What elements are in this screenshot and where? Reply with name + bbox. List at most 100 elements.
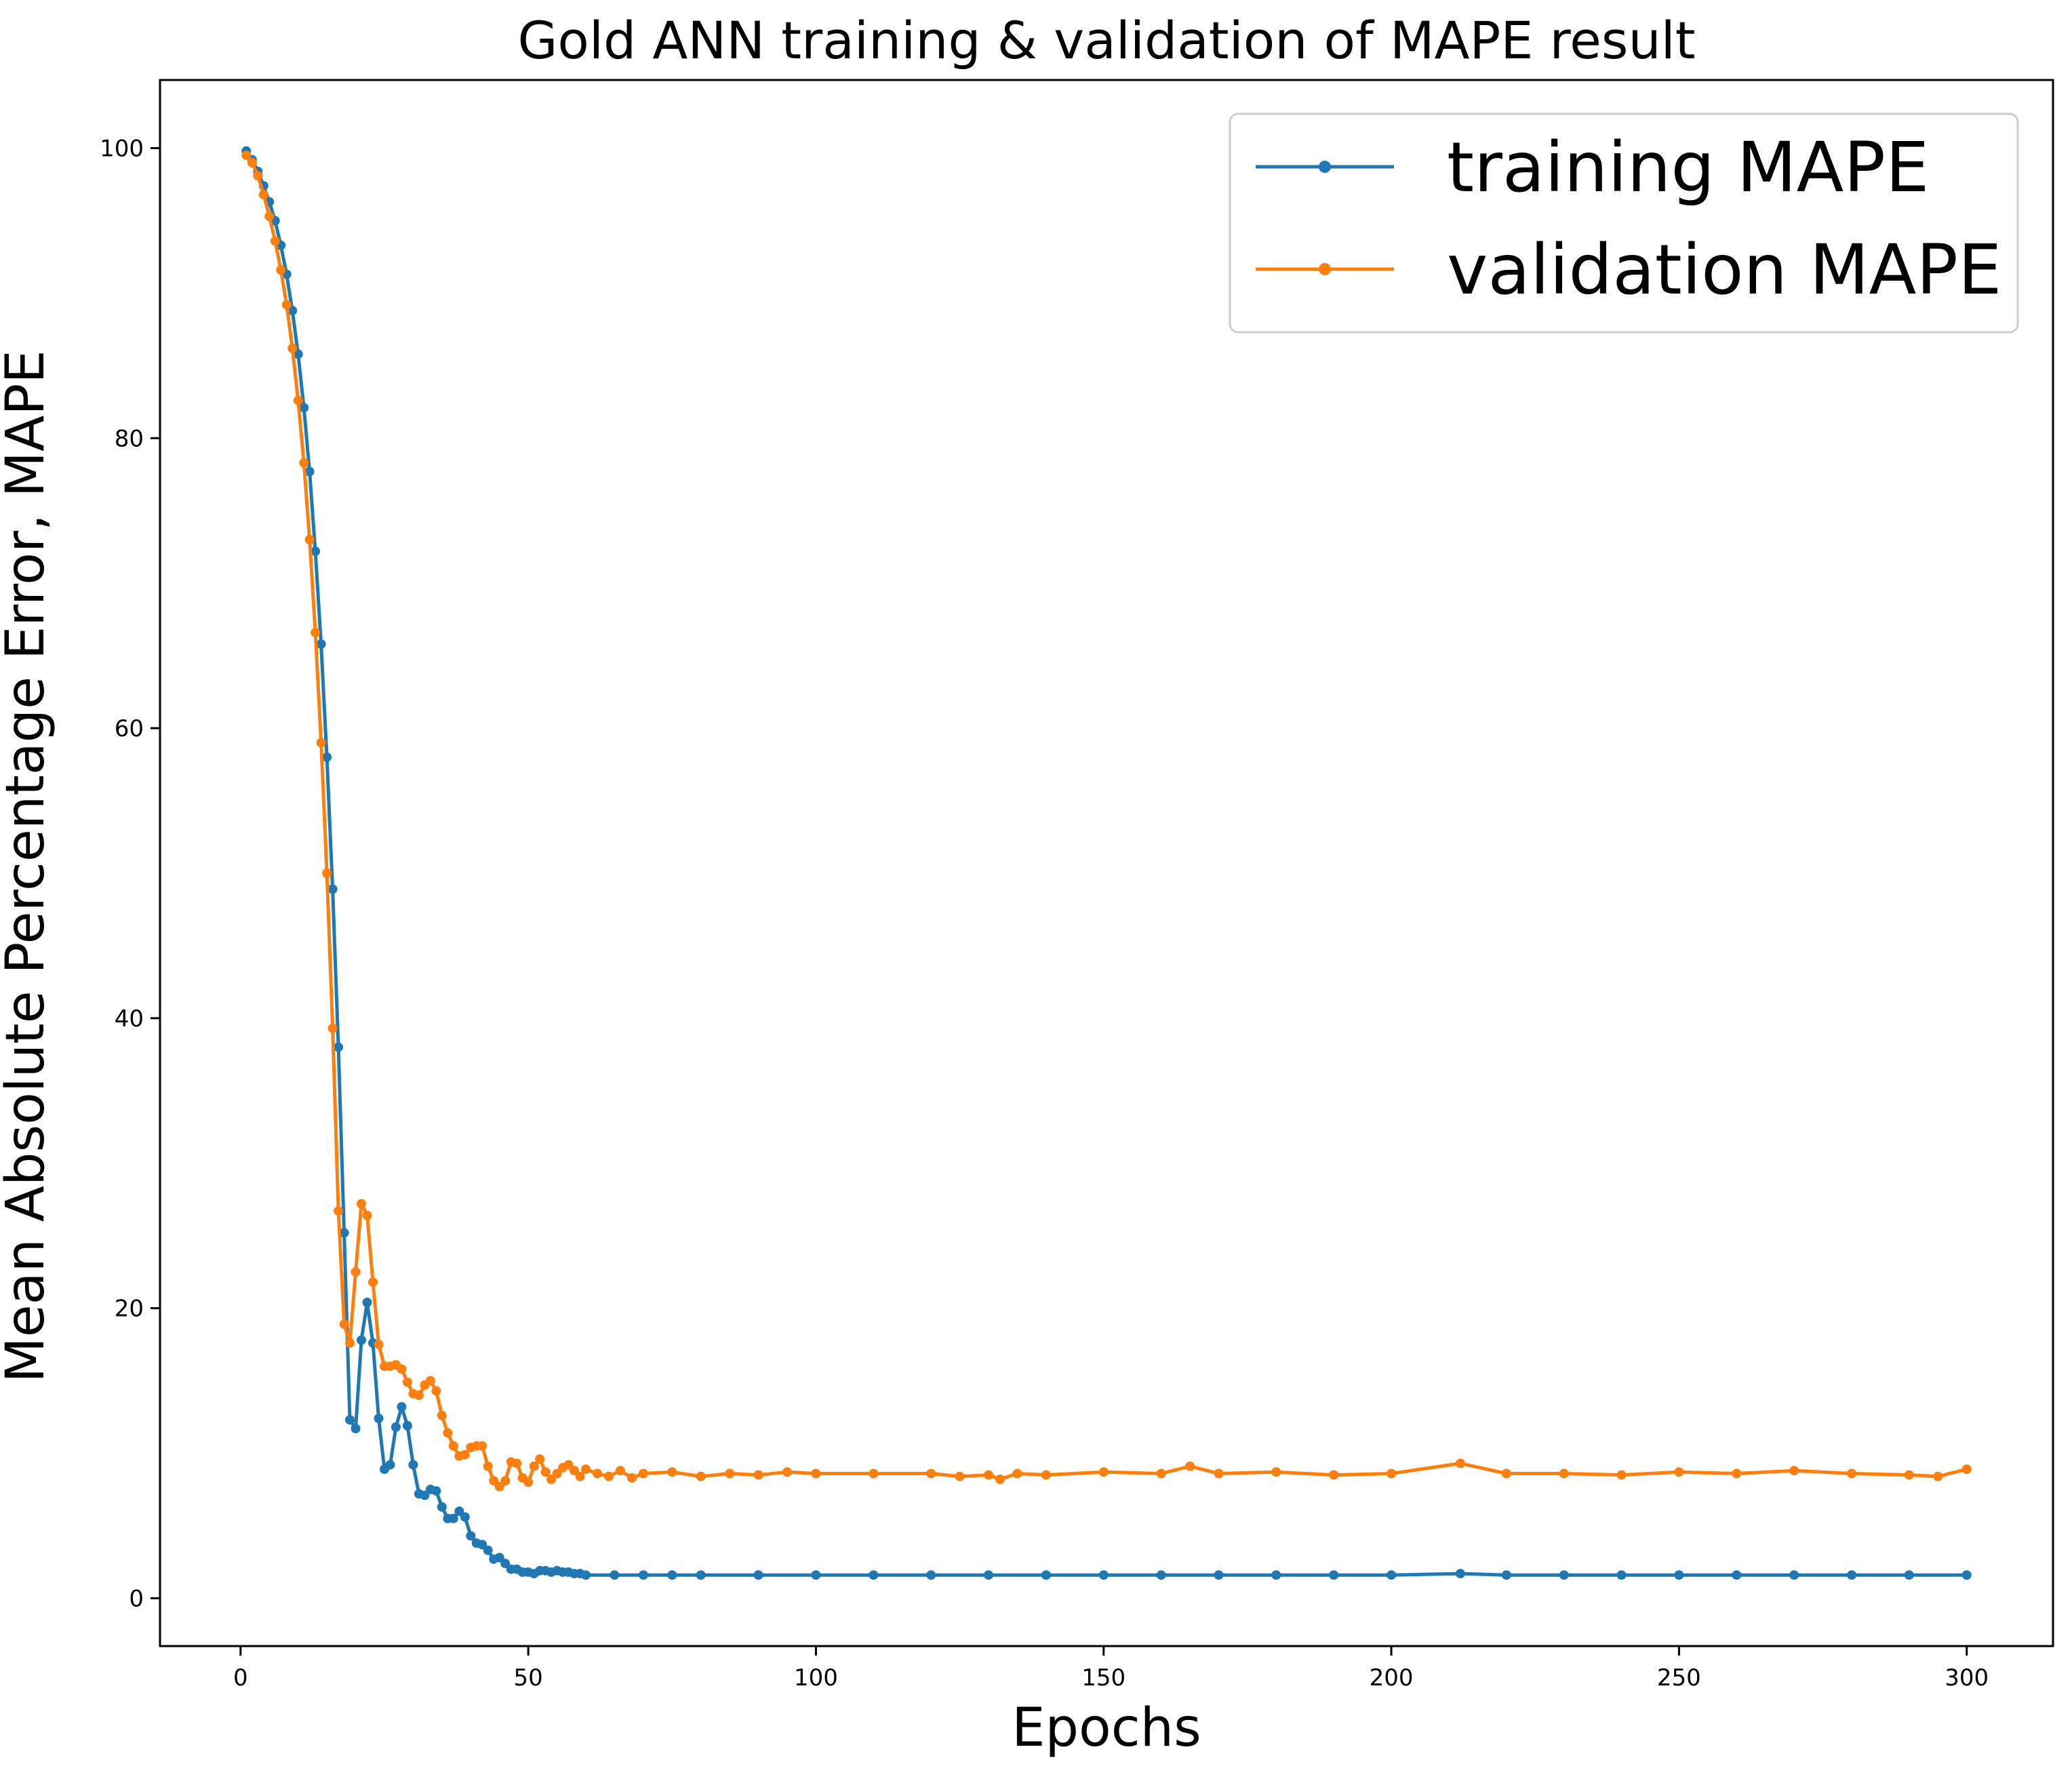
data-point-training-mape [500,1559,511,1569]
data-point-validation-mape [293,395,303,405]
data-point-validation-mape [1674,1467,1684,1477]
data-point-validation-mape [1271,1467,1281,1477]
data-point-validation-mape [535,1454,545,1464]
data-point-validation-mape [984,1470,993,1480]
data-point-validation-mape [995,1475,1005,1484]
data-point-validation-mape [322,868,332,878]
data-point-training-mape [1501,1570,1511,1580]
data-point-training-mape [581,1570,591,1580]
series-training-mape [241,146,1972,1580]
data-point-validation-mape [1847,1468,1856,1479]
data-point-validation-mape [414,1390,424,1400]
data-point-validation-mape [615,1466,625,1476]
legend-label-validation-mape: validation MAPE [1447,230,2001,311]
data-point-training-mape [1041,1570,1051,1580]
data-point-validation-mape [276,265,286,275]
data-point-validation-mape [626,1473,637,1483]
data-point-validation-mape [1501,1468,1511,1479]
x-axis-label: Epochs [1012,1698,1201,1759]
data-point-validation-mape [753,1470,763,1480]
data-point-validation-mape [316,738,326,748]
x-tick-label: 200 [1370,1664,1414,1692]
x-tick-label: 0 [233,1664,248,1692]
data-point-validation-mape [955,1471,965,1481]
data-point-validation-mape [247,157,257,167]
data-point-validation-mape [926,1468,936,1479]
data-point-training-mape [448,1513,458,1523]
data-point-validation-mape [431,1386,441,1396]
data-point-validation-mape [563,1460,574,1470]
data-point-validation-mape [1387,1468,1397,1479]
data-point-validation-mape [253,171,263,181]
data-point-validation-mape [1789,1466,1799,1476]
x-tick-label: 50 [513,1664,542,1692]
data-point-training-mape [494,1553,504,1563]
data-point-validation-mape [1933,1471,1943,1481]
data-point-training-mape [1214,1570,1224,1580]
data-point-validation-mape [575,1471,585,1481]
data-point-validation-mape [241,151,252,161]
data-point-training-mape [408,1460,418,1470]
data-point-validation-mape [339,1319,349,1329]
data-point-training-mape [316,639,326,649]
series-validation-mape [241,151,1972,1492]
legend: training MAPE validation MAPE [1229,113,2019,334]
data-point-validation-mape [425,1376,435,1386]
data-point-validation-mape [540,1467,551,1477]
y-axis-label: Mean Absolute Percentage Error, MAPE [0,350,56,1382]
data-point-validation-mape [811,1468,821,1479]
data-point-validation-mape [351,1267,361,1277]
data-point-training-mape [984,1570,993,1580]
y-tick-label: 80 [115,425,144,452]
data-point-validation-mape [345,1338,355,1348]
data-point-validation-mape [1214,1468,1224,1479]
data-point-training-mape [610,1570,620,1580]
series-line-training-mape [245,150,1967,1577]
data-point-validation-mape [1041,1470,1051,1480]
data-point-validation-mape [460,1449,470,1460]
data-point-validation-mape [281,300,292,310]
data-point-validation-mape [1616,1470,1627,1480]
data-point-validation-mape [1455,1458,1465,1468]
data-point-training-mape [483,1545,493,1555]
legend-marker-training-mape [1319,161,1331,173]
data-point-training-mape [1847,1570,1856,1580]
data-point-training-mape [667,1570,677,1580]
data-point-training-mape [327,884,338,894]
chart-title: Gold ANN training & validation of MAPE r… [517,10,1695,71]
y-tick-label: 60 [115,715,144,742]
data-point-training-mape [1329,1570,1339,1580]
data-point-validation-mape [270,236,280,246]
data-point-training-mape [391,1422,401,1432]
data-point-validation-mape [581,1464,591,1475]
data-point-training-mape [402,1420,412,1430]
data-point-validation-mape [489,1476,499,1486]
data-point-validation-mape [529,1461,539,1471]
y-tick-label: 100 [100,136,144,163]
data-point-validation-mape [368,1277,378,1287]
data-point-training-mape [311,546,321,557]
data-point-training-mape [339,1228,349,1238]
data-point-validation-mape [603,1471,614,1481]
legend-label-training-mape: training MAPE [1447,127,1929,208]
data-point-training-mape [869,1570,879,1580]
data-point-validation-mape [299,458,309,468]
data-point-validation-mape [357,1199,366,1209]
data-point-training-mape [1789,1570,1799,1580]
data-point-training-mape [1559,1570,1569,1580]
data-point-validation-mape [725,1468,735,1479]
data-point-validation-mape [448,1441,458,1451]
data-point-training-mape [1961,1570,1972,1580]
data-point-training-mape [385,1460,395,1470]
data-point-training-mape [1098,1570,1109,1580]
data-point-validation-mape [264,212,275,222]
x-tick-label: 150 [1081,1664,1125,1692]
y-tick-label: 20 [115,1296,144,1323]
data-point-validation-mape [523,1477,534,1487]
x-tick-label: 300 [1945,1664,1989,1692]
data-point-training-mape [420,1490,430,1500]
data-point-training-mape [1156,1570,1166,1580]
data-point-training-mape [431,1486,441,1496]
data-point-validation-mape [483,1461,493,1471]
